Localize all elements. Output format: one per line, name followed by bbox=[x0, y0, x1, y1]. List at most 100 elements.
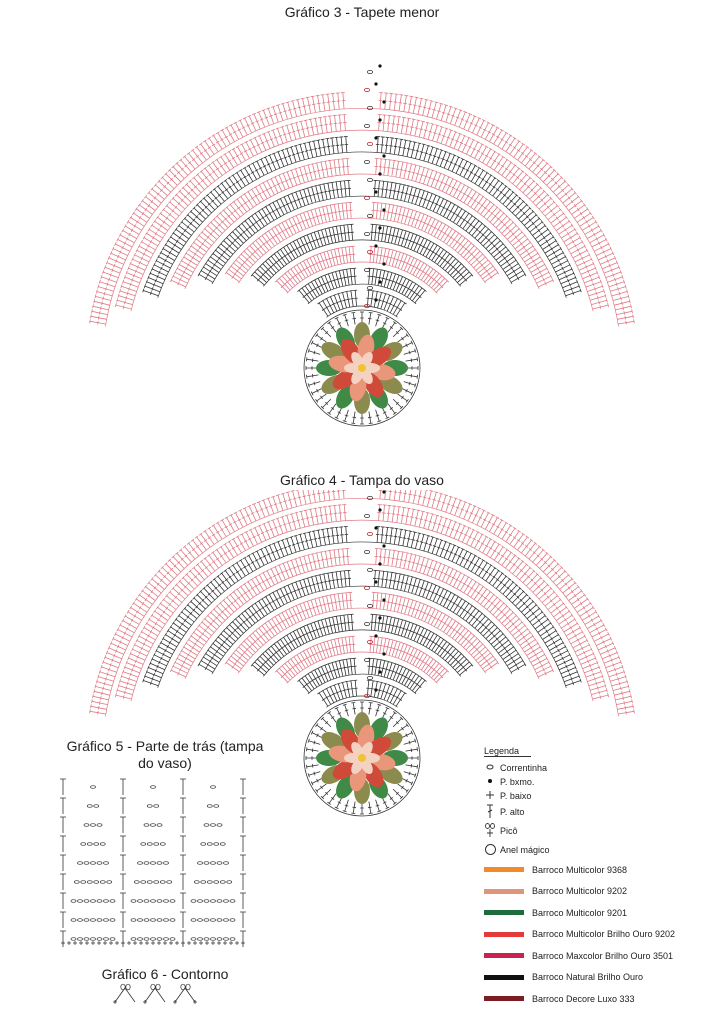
stitch-row bbox=[142, 526, 582, 688]
chain bbox=[153, 880, 160, 884]
mandala-rows bbox=[89, 490, 635, 717]
chain bbox=[96, 899, 103, 903]
chain bbox=[216, 937, 223, 941]
chain bbox=[203, 918, 210, 922]
petal bbox=[366, 736, 392, 758]
single-stitch bbox=[173, 1000, 177, 1004]
crochet-chart-4 bbox=[89, 490, 635, 817]
crochet-chart-3 bbox=[89, 64, 635, 427]
chain bbox=[140, 842, 147, 846]
stitch-row bbox=[197, 179, 527, 285]
chart-4-title: Gráfico 4 - Tampa do vaso bbox=[280, 472, 444, 488]
chain bbox=[99, 842, 106, 846]
chain bbox=[93, 804, 100, 808]
single-stitch bbox=[85, 941, 89, 945]
crochet-chart-5 bbox=[60, 778, 246, 947]
tall-stitch bbox=[240, 873, 246, 890]
picot-loop bbox=[180, 983, 186, 991]
stitch-row bbox=[170, 548, 554, 679]
chain bbox=[146, 880, 153, 884]
tall-stitch bbox=[180, 911, 186, 928]
yarn-color-item: Barroco Multicolor Brilho Ouro 9202 bbox=[484, 924, 720, 946]
chart-6-title: Gráfico 6 - Contorno bbox=[101, 966, 229, 982]
yarn-color-item: Barroco Natural Brilho Ouro bbox=[484, 967, 720, 989]
color-swatch bbox=[484, 931, 524, 937]
flower-motif bbox=[303, 699, 421, 817]
color-swatch bbox=[484, 910, 524, 916]
single-stitch bbox=[223, 941, 227, 945]
picot-loop bbox=[125, 983, 131, 991]
single-stitch bbox=[217, 941, 221, 945]
chain bbox=[137, 937, 143, 941]
tall-stitch bbox=[120, 873, 126, 890]
tall-stitch bbox=[120, 778, 126, 795]
single-stitch bbox=[103, 941, 107, 945]
chain bbox=[90, 823, 96, 827]
color-swatch bbox=[484, 996, 524, 1002]
stitch-row bbox=[89, 92, 635, 327]
chain bbox=[210, 918, 216, 922]
row-base bbox=[307, 283, 417, 305]
row-base bbox=[157, 541, 567, 688]
stitch-row bbox=[170, 158, 554, 289]
tall-stitch bbox=[120, 797, 126, 814]
yarn-color-label: Barroco Decore Luxo 333 bbox=[532, 993, 635, 1004]
tall-stitch bbox=[60, 816, 66, 833]
chain bbox=[130, 937, 137, 941]
chain bbox=[216, 899, 223, 903]
chain bbox=[229, 937, 236, 941]
tall-stitch bbox=[120, 854, 126, 871]
yarn-color-item: Barroco Multicolor 9368 bbox=[484, 859, 720, 881]
single-stitch bbox=[187, 941, 191, 945]
single-stitch bbox=[211, 941, 215, 945]
chain bbox=[159, 880, 166, 884]
stitch-row bbox=[224, 201, 500, 284]
chain bbox=[86, 880, 93, 884]
stitch-row bbox=[89, 490, 635, 717]
picot-arch bbox=[174, 987, 196, 1003]
stitch-row bbox=[115, 504, 609, 702]
yarn-color-label: Barroco Multicolor 9201 bbox=[532, 907, 628, 918]
chain bbox=[150, 823, 156, 827]
tall-stitch bbox=[240, 835, 246, 852]
chain bbox=[90, 918, 96, 922]
chain bbox=[96, 918, 103, 922]
single-stitch bbox=[115, 941, 119, 945]
color-swatch bbox=[484, 974, 524, 980]
picot-loop bbox=[155, 983, 161, 991]
color-swatch bbox=[484, 888, 524, 894]
single-stitch bbox=[157, 941, 161, 945]
tall-stitch bbox=[240, 854, 246, 871]
chain bbox=[163, 899, 169, 903]
stitch-row bbox=[317, 289, 407, 318]
chart-5-title: Gráfico 5 - Parte de trás (tampa do vaso… bbox=[66, 738, 264, 771]
chain bbox=[223, 937, 229, 941]
chain bbox=[96, 937, 103, 941]
tall-stitch bbox=[240, 816, 246, 833]
color-swatch bbox=[484, 867, 524, 873]
chain bbox=[226, 880, 233, 884]
chain bbox=[219, 880, 226, 884]
chain bbox=[163, 861, 169, 865]
single-stitch bbox=[121, 941, 125, 945]
single-crochet-icon bbox=[484, 790, 496, 802]
legend-label: Picô bbox=[500, 826, 518, 836]
row-base bbox=[184, 173, 540, 289]
chain bbox=[143, 861, 150, 865]
chain bbox=[190, 899, 197, 903]
chain bbox=[206, 842, 213, 846]
chain bbox=[213, 880, 220, 884]
chain bbox=[213, 804, 220, 808]
single-stitch bbox=[193, 1000, 197, 1004]
chain bbox=[86, 804, 93, 808]
magic-ring-icon bbox=[484, 843, 496, 857]
legend: Legenda Correntinha P. bxmo. P. baixo P.… bbox=[484, 746, 720, 1010]
chain bbox=[163, 918, 169, 922]
chain bbox=[216, 918, 223, 922]
tall-stitch bbox=[180, 873, 186, 890]
chain bbox=[169, 899, 176, 903]
chain bbox=[143, 899, 150, 903]
chain bbox=[150, 861, 156, 865]
legend-title: Legenda bbox=[484, 746, 532, 757]
chain bbox=[146, 804, 153, 808]
